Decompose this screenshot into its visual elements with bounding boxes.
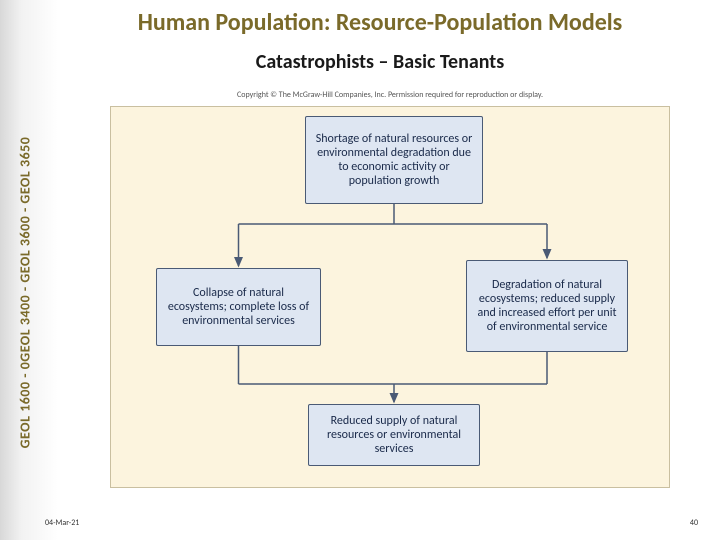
footer-date: 04-Mar-21 <box>45 518 79 528</box>
sidebar-label-text: GEOL 1600 - 0GEOL 3400 - GEOL 3600 - GEO… <box>17 137 34 449</box>
slide-title: Human Population: Resource-Population Mo… <box>60 8 700 37</box>
slide-root: Human Population: Resource-Population Mo… <box>0 0 720 540</box>
copyright-notice: Copyright © The McGraw-Hill Companies, I… <box>110 90 670 100</box>
sidebar-course-codes: GEOL 1600 - 0GEOL 3400 - GEOL 3600 - GEO… <box>12 85 38 500</box>
footer-page-number: 40 <box>690 518 698 528</box>
node-bottom: Reduced supply of natural resources or e… <box>308 404 480 466</box>
slide-subtitle: Catastrophists – Basic Tenants <box>60 50 700 74</box>
node-top: Shortage of natural resources or environ… <box>305 116 483 204</box>
node-left: Collapse of natural ecosystems; complete… <box>156 268 321 346</box>
node-right: Degradation of natural ecosystems; reduc… <box>466 260 628 352</box>
flowchart: Copyright © The McGraw-Hill Companies, I… <box>110 88 670 488</box>
